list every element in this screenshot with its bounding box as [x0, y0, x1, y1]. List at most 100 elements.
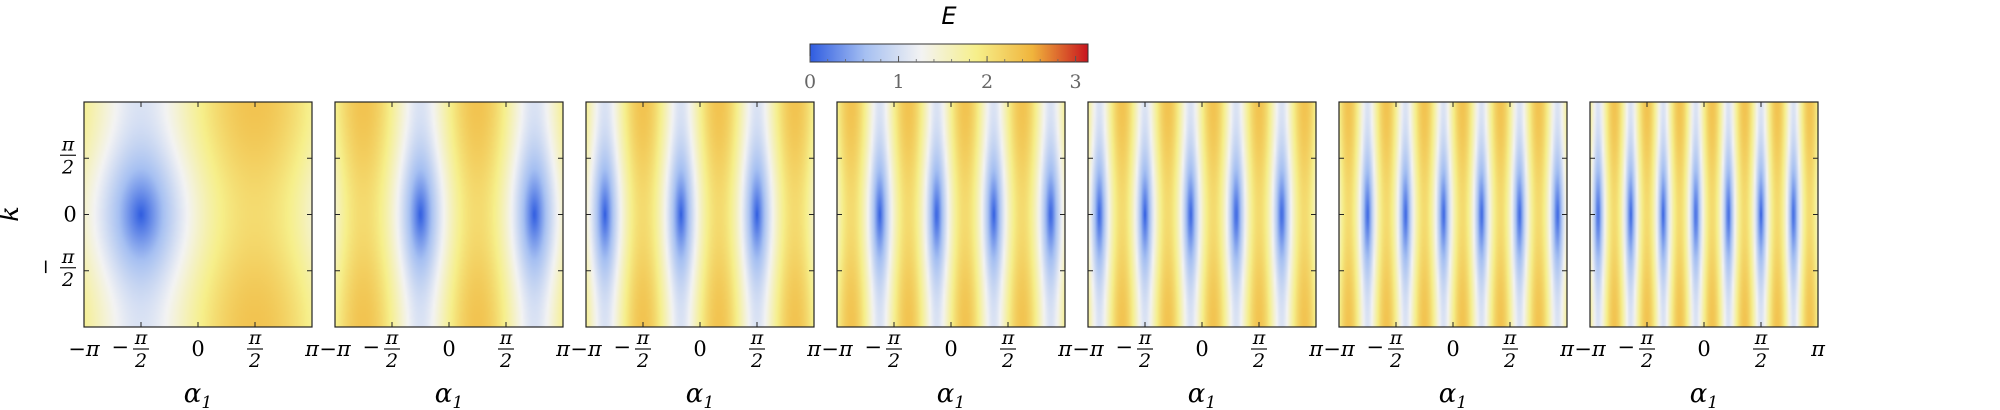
- tick-label: −π: [319, 337, 352, 361]
- tick-denominator: 2: [636, 350, 649, 372]
- x-axis: −π π2− 0 π2 π: [821, 102, 1073, 372]
- tick-label: −π: [1323, 337, 1356, 361]
- tick-denominator: 2: [887, 350, 900, 372]
- tick-numerator: π: [499, 327, 513, 349]
- tick-label: 0: [1195, 337, 1208, 361]
- tick-label: π2: [1753, 327, 1769, 372]
- tick-numerator: π: [1001, 327, 1015, 349]
- tick-denominator: 2: [1389, 350, 1402, 372]
- colorbar-tick-label: 2: [981, 71, 993, 93]
- heatmap-panel: −π π2− 0 π2 πα1: [1323, 101, 1575, 410]
- tick-label: −π: [570, 337, 603, 361]
- tick-denominator: 2: [750, 350, 763, 372]
- tick-numerator: π: [134, 327, 148, 349]
- tick-label: π2: [749, 327, 765, 372]
- tick-text: 0: [1697, 337, 1710, 361]
- tick-text: 0: [191, 337, 204, 361]
- tick-label: π: [1308, 337, 1324, 361]
- tick-denominator: 2: [1252, 350, 1265, 372]
- colorbar-tick-label: 3: [1070, 71, 1082, 93]
- heatmap-panel: −π π2− 0 π2 πα1: [1574, 101, 1826, 410]
- colorbar-label: E: [941, 2, 957, 30]
- tick-numerator: π: [887, 327, 901, 349]
- x-axis-label: α1: [435, 379, 463, 410]
- tick-label: π2−: [613, 327, 651, 372]
- tick-sign: −: [1366, 335, 1384, 359]
- y-axis: π20−π2k: [0, 133, 77, 291]
- x-axis-label: α1: [1439, 379, 1467, 410]
- tick-numerator: π: [1503, 327, 1517, 349]
- tick-numerator: π: [385, 327, 399, 349]
- heatmap-image: [1088, 102, 1316, 327]
- tick-label: 0: [693, 337, 706, 361]
- tick-denominator: 2: [1503, 350, 1516, 372]
- tick-label: π2−: [362, 327, 400, 372]
- tick-denominator: 2: [1640, 350, 1653, 372]
- heatmap-panel: −π π2− 0 π2 πα1: [821, 101, 1073, 410]
- tick-label: π2−: [1366, 327, 1404, 372]
- tick-text: −π: [68, 337, 101, 361]
- x-axis-label: α1: [937, 379, 965, 410]
- tick-denominator: 2: [1001, 350, 1014, 372]
- tick-label: π: [555, 337, 571, 361]
- heatmap-image: [1590, 102, 1818, 327]
- tick-sign: −: [362, 335, 380, 359]
- tick-label: π: [806, 337, 822, 361]
- tick-text: 0: [944, 337, 957, 361]
- tick-label: π2: [1251, 327, 1267, 372]
- tick-label: π2−: [111, 327, 149, 372]
- tick-text: π: [806, 337, 822, 361]
- x-axis: −π π2− 0 π2 π: [319, 102, 571, 372]
- x-axis: −π π2− 0 π2 π: [1072, 102, 1324, 372]
- tick-text: π: [304, 337, 320, 361]
- tick-numerator: π: [1640, 327, 1654, 349]
- tick-denominator: 2: [499, 350, 512, 372]
- tick-label: 0: [1697, 337, 1710, 361]
- tick-text: −π: [319, 337, 352, 361]
- colorbar: E 0 1 2 3: [804, 2, 1089, 93]
- tick-text: −π: [570, 337, 603, 361]
- tick-text: −π: [821, 337, 854, 361]
- tick-text: π: [1308, 337, 1324, 361]
- heatmap-image: [586, 102, 814, 327]
- tick-label: 0: [191, 337, 204, 361]
- tick-sign: −: [864, 335, 882, 359]
- heatmap-panel: −π π2− 0 π2 πα1: [319, 101, 571, 410]
- heatmap-panel: −π π2− 0 π2 πα1: [68, 101, 320, 410]
- x-axis-label: α1: [1188, 379, 1216, 410]
- x-axis: −π π2− 0 π2 π: [570, 102, 822, 372]
- tick-text: 0: [442, 337, 455, 361]
- tick-label: π: [304, 337, 320, 361]
- tick-text: π: [1057, 337, 1073, 361]
- tick-numerator: π: [750, 327, 764, 349]
- colorbar-tick-label: 0: [804, 71, 816, 93]
- tick-label: 0: [442, 337, 455, 361]
- tick-numerator: π: [1389, 327, 1403, 349]
- heatmap-panels: −π π2− 0 π2 πα1−π π2− 0 π2 πα1−π π2− 0 π2 πα1−π π2− 0 π…: [68, 101, 1826, 410]
- tick-label: π2−: [864, 327, 902, 372]
- x-axis: −π π2− 0 π2 π: [68, 102, 320, 372]
- x-axis-label: α1: [184, 379, 212, 410]
- tick-text: −π: [1574, 337, 1607, 361]
- y-tick-sign: −: [33, 258, 57, 275]
- tick-numerator: π: [636, 327, 650, 349]
- x-axis-label: α1: [1690, 379, 1718, 410]
- tick-text: π: [555, 337, 571, 361]
- colorbar-gradient: [809, 43, 1089, 63]
- tick-label: −π: [1574, 337, 1607, 361]
- heatmap-image: [84, 102, 312, 327]
- tick-text: −π: [1323, 337, 1356, 361]
- tick-label: 0: [944, 337, 957, 361]
- tick-denominator: 2: [385, 350, 398, 372]
- tick-label: π2: [498, 327, 514, 372]
- tick-label: π: [1057, 337, 1073, 361]
- tick-numerator: π: [1138, 327, 1152, 349]
- tick-denominator: 2: [134, 350, 147, 372]
- y-tick-numerator: π: [61, 246, 75, 268]
- colorbar-tick-label: 1: [892, 71, 904, 93]
- x-axis-label: α1: [686, 379, 714, 410]
- tick-label: π2: [1502, 327, 1518, 372]
- heatmap-image: [837, 102, 1065, 327]
- tick-denominator: 2: [1754, 350, 1767, 372]
- tick-label: π2: [1000, 327, 1016, 372]
